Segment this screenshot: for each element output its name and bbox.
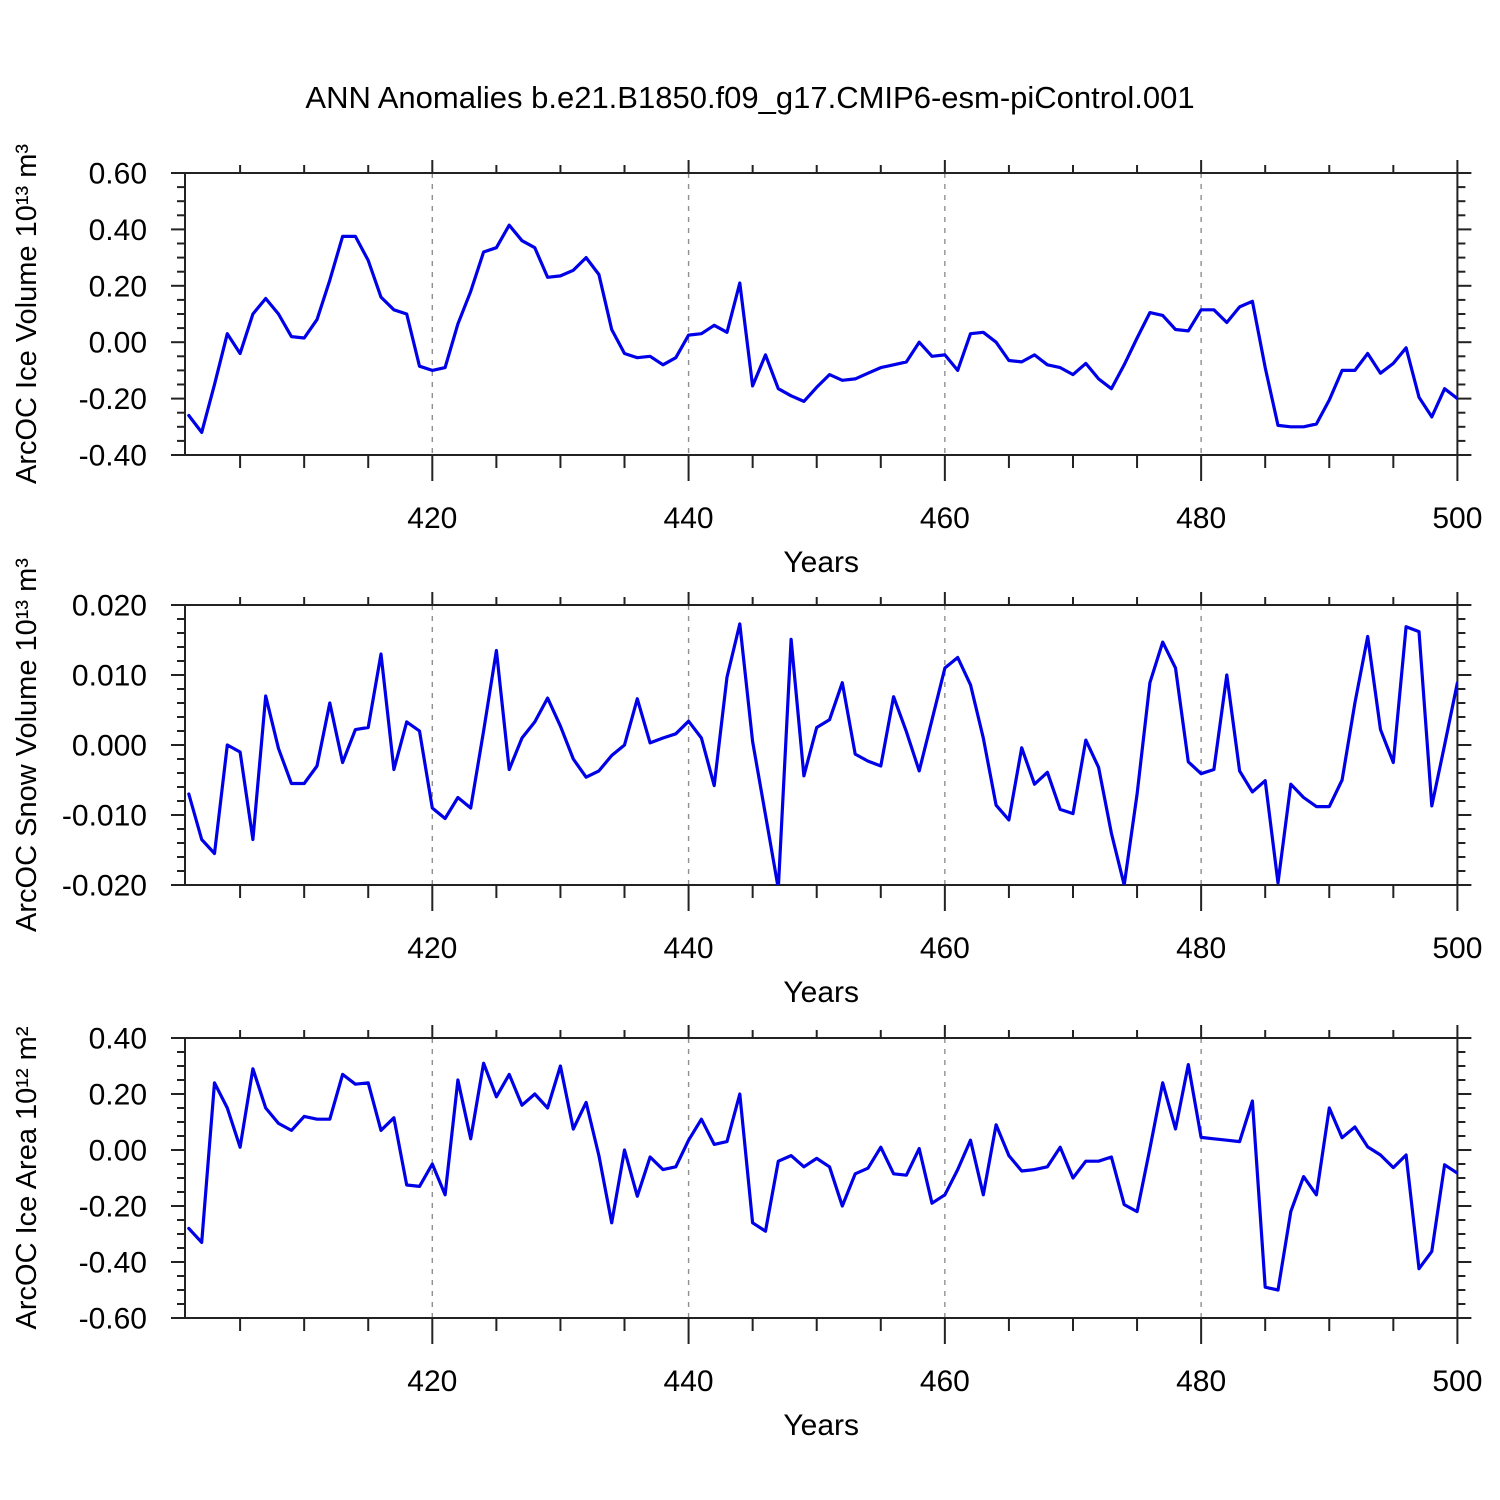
- x-tick-label: 440: [664, 502, 714, 535]
- y-tick-label: 0.20: [89, 270, 147, 303]
- y-tick-label: 0.010: [72, 660, 147, 693]
- x-tick-label: 420: [407, 932, 457, 965]
- x-tick-label: 460: [920, 932, 970, 965]
- chart-title: ANN Anomalies b.e21.B1850.f09_g17.CMIP6-…: [305, 80, 1194, 115]
- plot-frame: [184, 1037, 1459, 1319]
- y-axis-label: ArcOC Snow Volume 10¹³ m³: [11, 558, 43, 932]
- series-line-ice-area: [187, 1061, 1458, 1292]
- x-axis-label: Years: [783, 976, 859, 1009]
- y-tick-label: 0.60: [89, 158, 147, 191]
- x-tick-label: 500: [1432, 932, 1482, 965]
- y-tick-label: 0.40: [89, 214, 147, 247]
- y-tick-label: 0.00: [89, 1135, 147, 1168]
- x-tick-label: 440: [664, 1365, 714, 1398]
- y-tick-label: 0.00: [89, 327, 147, 360]
- x-tick-label: 500: [1432, 1365, 1482, 1398]
- y-tick-label: -0.010: [62, 800, 147, 833]
- x-tick-label: 440: [664, 932, 714, 965]
- plot-frame: [184, 604, 1459, 886]
- y-tick-label: 0.000: [72, 730, 147, 763]
- y-axis-label: ArcOC Ice Area 10¹² m²: [11, 1026, 43, 1329]
- y-tick-label: 0.40: [89, 1023, 147, 1056]
- y-tick-label: -0.60: [79, 1303, 147, 1336]
- series-line-snow-volume: [187, 622, 1458, 885]
- x-tick-label: 480: [1176, 502, 1226, 535]
- y-tick-label: 0.020: [72, 590, 147, 623]
- x-tick-label: 460: [920, 1365, 970, 1398]
- x-axis-label: Years: [783, 1409, 859, 1442]
- panel-ice-area: 0.40 0.20 0.00 -0.20 -0.40 -0.60 420 440 460 480 5…: [11, 1023, 1482, 1443]
- y-tick-label: 0.20: [89, 1079, 147, 1112]
- x-tick-label: 460: [920, 502, 970, 535]
- y-tick-label: -0.20: [79, 383, 147, 416]
- panel-snow-volume: 0.020 0.010 0.000 -0.010 -0.020 420 440 460 480 5…: [11, 558, 1482, 1009]
- x-tick-label: 500: [1432, 502, 1482, 535]
- panel-ice-volume: 0.60 0.40 0.20 0.00 -0.20 -0.40 420 440 460 480 50…: [11, 144, 1482, 579]
- y-tick-label: -0.40: [79, 440, 147, 473]
- x-tick-label: 480: [1176, 1365, 1226, 1398]
- y-tick-label: -0.40: [79, 1247, 147, 1280]
- x-axis-label: Years: [783, 546, 859, 579]
- series-line-ice-volume: [187, 223, 1458, 434]
- x-tick-label: 480: [1176, 932, 1226, 965]
- y-axis-label: ArcOC Ice Volume 10¹³ m³: [11, 144, 43, 484]
- y-tick-label: -0.020: [62, 870, 147, 903]
- x-tick-label: 420: [407, 502, 457, 535]
- x-tick-label: 420: [407, 1365, 457, 1398]
- plot-frame: [184, 172, 1459, 456]
- y-tick-label: -0.20: [79, 1191, 147, 1224]
